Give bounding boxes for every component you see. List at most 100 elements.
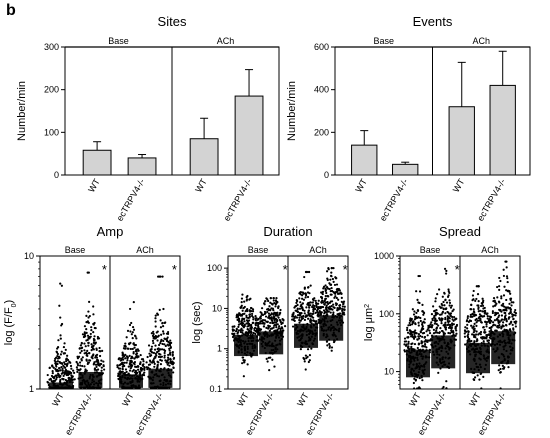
scatter-point: [87, 361, 90, 364]
scatter-point: [496, 325, 499, 328]
scatter-point: [130, 360, 133, 363]
scatter-point: [84, 345, 87, 348]
scatter-point: [121, 352, 124, 356]
scatter-point: [411, 342, 414, 345]
scatter-point: [239, 313, 243, 316]
scatter-point: [150, 332, 153, 335]
scatter-point: [92, 322, 95, 326]
scatter-point: [121, 368, 124, 371]
scatter-point: [436, 293, 439, 296]
scatter-point: [169, 353, 172, 356]
scatter-point: [171, 363, 175, 366]
scatter-point: [302, 298, 306, 301]
scatter-point: [301, 291, 304, 294]
scatter-point: [435, 327, 438, 330]
scatter-point: [50, 380, 53, 383]
scatter-point: [73, 371, 76, 374]
scatter-point: [268, 325, 271, 328]
scatter-point: [499, 367, 502, 371]
scatter-point: [166, 356, 170, 359]
scatter-point: [441, 304, 444, 307]
scatter-point: [53, 379, 56, 382]
scatter-point: [471, 312, 474, 315]
scatter-point: [67, 376, 70, 380]
scatter-point: [447, 294, 450, 297]
scatter-point: [482, 326, 485, 329]
scatter-point: [325, 340, 329, 343]
scatter-point: [233, 325, 236, 328]
scatter-point: [475, 340, 478, 343]
scatter-point: [276, 311, 279, 314]
scatter-point: [464, 343, 467, 346]
scatter-point: [123, 344, 126, 348]
scatter-point: [446, 310, 449, 314]
scatter-point: [333, 296, 336, 299]
scatter-point: [434, 331, 437, 334]
scatter-point: [411, 335, 414, 338]
scatter-point: [324, 284, 327, 287]
scatter-point: [124, 368, 128, 371]
scatter-point: [497, 319, 500, 323]
scatter-point: [440, 322, 443, 325]
scatter-point: [485, 336, 488, 339]
scatter-point: [264, 312, 267, 315]
scatter-point: [413, 334, 416, 338]
scatter-point: [317, 315, 320, 318]
scatter-point: [302, 356, 305, 360]
scatter-point: [257, 317, 260, 321]
scatter-point: [435, 322, 438, 326]
scatter-point: [409, 319, 412, 323]
scatter-point: [485, 325, 488, 328]
scatter-point: [450, 322, 454, 325]
scatter-point: [321, 305, 325, 309]
scatter-point: [270, 307, 273, 310]
scatter-point: [446, 323, 449, 327]
scatter-point: [497, 316, 500, 319]
y-tick-label: 200: [44, 85, 59, 95]
scatter-point: [171, 350, 174, 354]
scatter-point: [128, 362, 131, 366]
scatter-point: [408, 321, 411, 325]
scatter-point: [157, 349, 160, 353]
scatter-point: [471, 294, 475, 297]
scatter-point: [441, 387, 444, 390]
scatter-point: [125, 361, 128, 364]
scatter-point: [143, 371, 146, 374]
scatter-point: [68, 360, 71, 363]
scatter-point: [134, 365, 137, 368]
scatter-dense-band: [466, 342, 490, 374]
scatter-point: [259, 311, 262, 314]
scatter-point: [492, 297, 496, 300]
scatter-point: [505, 324, 508, 327]
scatter-point: [85, 331, 88, 334]
scatter-point: [338, 312, 342, 315]
scatter-point: [154, 314, 157, 317]
scatter-point: [325, 306, 328, 309]
scatter-point: [161, 321, 164, 325]
scatter-point: [250, 328, 253, 331]
scatter-point: [434, 320, 437, 323]
scatter-point: [272, 326, 275, 329]
scatter-point: [325, 304, 328, 307]
scatter-point: [499, 387, 502, 390]
scatter-point: [504, 314, 507, 317]
scatter-point: [304, 296, 307, 299]
scatter-point: [296, 310, 300, 313]
scatter-cluster: [291, 270, 322, 371]
scatter-point: [167, 344, 170, 347]
scatter-point: [158, 348, 161, 351]
scatter-point: [294, 309, 297, 312]
scatter-point: [52, 366, 55, 369]
scatter-point: [511, 323, 514, 326]
scatter-point: [57, 339, 60, 342]
scatter-point: [417, 332, 421, 336]
scatter-point: [406, 331, 410, 334]
scatter-point: [332, 311, 335, 314]
scatter-point: [268, 329, 271, 332]
scatter-point: [276, 314, 279, 317]
scatter-point: [475, 285, 478, 288]
scatter-point: [151, 360, 155, 363]
scatter-point: [449, 323, 452, 326]
scatter-point: [424, 338, 427, 342]
